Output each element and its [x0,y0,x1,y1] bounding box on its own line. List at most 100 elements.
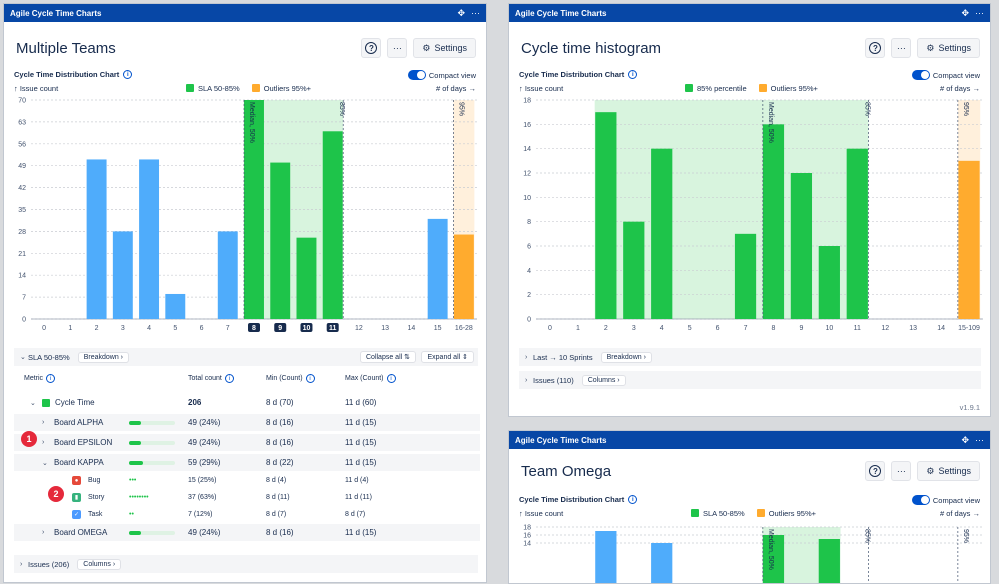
chevron-right-icon[interactable]: › [525,376,528,384]
y-tick-label: 8 [527,219,531,226]
x-tick-label: 11 [854,325,861,332]
chart-bar [958,160,980,319]
chevron-right-icon[interactable]: › [42,439,45,446]
p85-label: 85% [863,102,870,116]
columns-button[interactable]: Columns › [581,374,626,386]
chevron-right-icon[interactable]: › [525,353,528,361]
x-tick-label: 0 [42,325,46,332]
col-metric: Metric [24,375,44,382]
share-bar [129,421,175,425]
x-tick-label: 1 [576,325,580,332]
x-tick-label: 9 [799,325,803,332]
chart-bar [453,234,474,319]
move-icon[interactable]: ✥ [961,7,969,18]
legend-outliers[interactable]: Outliers 95%+ [758,84,818,93]
x-tick-label: 4 [147,325,151,332]
table-row[interactable]: ✓ Task •• 7 (12%) 8 d (7) 8 d (7) [72,510,366,519]
toggle-icon[interactable] [407,70,426,80]
settings-button[interactable]: ⚙ Settings [413,38,476,58]
help-button[interactable]: ? [865,38,886,58]
p95-label: 95% [457,102,464,116]
table-row[interactable]: ⌄ Board KAPPA 59 (29%) 8 d (22) 11 d (15… [14,454,480,471]
table-row[interactable]: › Board OMEGA 49 (24%) 8 d (16) 11 d (15… [14,524,480,541]
info-icon[interactable]: i [628,495,638,504]
x-tick-highlight [300,323,313,332]
compact-view-toggle[interactable]: Compact view [407,70,476,80]
help-button[interactable]: ? [361,38,382,58]
x-tick-label: 6 [200,325,204,332]
gadget-multiple-teams: Agile Cycle Time Charts ✥ ··· Multiple Te… [3,3,487,583]
collapse-all-button[interactable]: Collapse all ⇅ [360,351,416,363]
more-button[interactable]: ··· [387,38,408,58]
move-icon[interactable]: ✥ [457,7,465,18]
legend-swatch [691,509,699,517]
more-button[interactable]: ··· [891,461,912,481]
share-bar [129,531,175,535]
bug-icon: ● [72,476,81,485]
info-icon[interactable]: i [305,374,315,383]
y-axis-label: ↑ Issue count [519,509,564,518]
more-button[interactable]: ··· [891,38,912,58]
info-icon[interactable]: i [46,374,56,383]
y-tick-label: 70 [18,98,26,105]
settings-button[interactable]: ⚙ Settings [917,461,980,481]
info-icon[interactable]: i [386,374,396,383]
x-tick-label: 10 [825,325,833,332]
help-button[interactable]: ? [865,461,886,481]
breakdown-button[interactable]: Breakdown › [600,351,652,363]
y-tick-label: 18 [523,525,531,532]
info-icon[interactable]: i [628,70,638,79]
chart-bar [818,539,840,583]
settings-button[interactable]: ⚙ Settings [917,38,980,58]
gadget-team-omega: Agile Cycle Time Charts ✥ ··· Team Omega … [508,430,991,584]
columns-button[interactable]: Columns › [77,558,122,570]
table-row[interactable]: ▮ Story •••••••• 37 (63%) 8 d (11) 11 d … [14,489,480,506]
chart-label: Cycle Time Distribution Chart [14,70,120,79]
x-tick-label: 8 [252,325,256,332]
legend-outliers[interactable]: Outliers 95%+ [756,509,816,518]
y-tick-label: 16 [523,533,531,540]
gear-icon: ⚙ [926,42,935,53]
legend-outliers[interactable]: Outliers 95%+ [251,84,311,93]
y-tick-label: 63 [18,119,26,126]
info-icon[interactable]: i [224,374,234,383]
toggle-icon[interactable] [911,495,930,505]
more-icon[interactable]: ··· [975,434,984,445]
more-icon[interactable]: ··· [471,7,480,18]
compact-view-toggle[interactable]: Compact view [911,70,980,80]
chevron-down-icon[interactable]: ⌄ [30,399,36,407]
x-tick-label: 8 [772,325,776,332]
y-axis-label: ↑ Issue count [14,84,59,93]
chevron-right-icon[interactable]: › [42,529,45,536]
chart-bar [762,535,785,583]
page-title: Cycle time histogram [521,39,662,57]
toggle-icon[interactable] [911,70,930,80]
expand-all-button[interactable]: Expand all ⇕ [421,351,474,363]
move-icon[interactable]: ✥ [961,434,969,445]
legend-swatch [251,84,260,92]
chevron-down-icon[interactable]: ⌄ [42,459,48,467]
sprints-bar: › Last → 10 Sprints Breakdown › [519,348,981,366]
chart-label: Cycle Time Distribution Chart [519,495,625,504]
dots-icon: •• [129,511,134,518]
chevron-right-icon[interactable]: › [20,560,23,568]
legend-sla[interactable]: SLA 50-85% [186,84,240,93]
table-row[interactable]: › Board ALPHA 49 (24%) 8 d (16) 11 d (15… [14,414,480,431]
compact-view-toggle[interactable]: Compact view [911,495,980,505]
y-tick-label: 28 [18,229,26,236]
chevron-down-icon[interactable]: ⌄ [20,354,26,361]
table-row[interactable]: ⌄ Cycle Time 206 8 d (70) 11 d (60) [30,398,377,407]
chevron-right-icon[interactable]: › [42,419,45,426]
info-icon[interactable]: i [123,70,133,79]
table-row[interactable]: ● Bug ••• 15 (25%) 8 d (4) 11 d (4) [14,472,480,489]
more-icon[interactable]: ··· [975,7,984,18]
help-icon: ? [365,42,378,54]
gadget-cycle-time-histogram: Agile Cycle Time Charts ✥ ··· Cycle time … [508,3,991,417]
legend-85-percentile[interactable]: 85% percentile [685,84,747,93]
legend-swatch [758,84,767,92]
breakdown-button[interactable]: Breakdown › [77,351,130,363]
table-row[interactable]: › Board EPSILON 49 (24%) 8 d (16) 11 d (… [14,434,480,451]
median-label: Median, 50% [248,102,255,143]
legend-sla[interactable]: SLA 50-85% [691,509,745,518]
